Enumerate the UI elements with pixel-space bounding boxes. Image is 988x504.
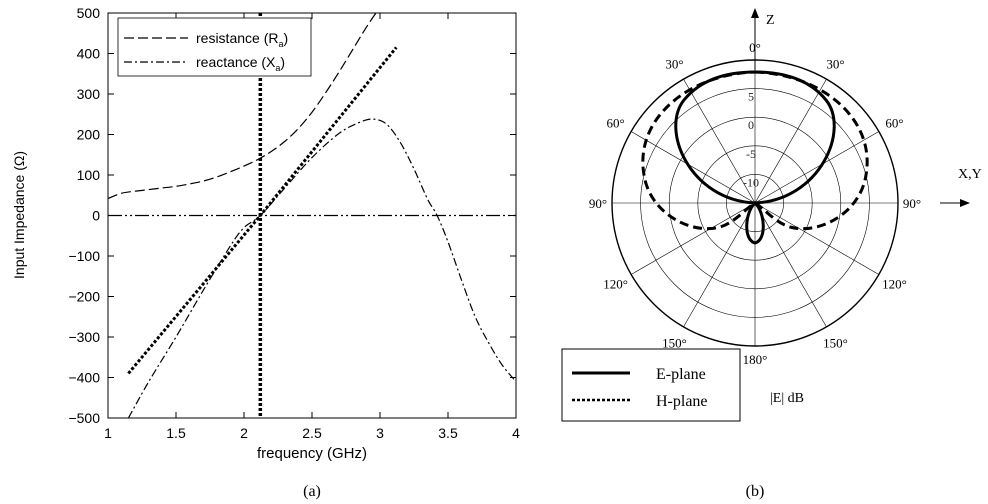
radial-tick-label: -10 [743, 175, 759, 189]
angle-label: 90° [903, 196, 921, 211]
x-tick-label: 1.5 [166, 425, 186, 441]
y-axis-label: Input Impedance (Ω) [11, 151, 27, 279]
legend-label-resistance: resistance (Ra) [196, 30, 288, 49]
angle-label: 150° [662, 335, 687, 350]
radial-tick-label: -5 [746, 147, 756, 161]
e-plane-back-lobe [745, 200, 765, 245]
polar-spoke [631, 131, 756, 204]
y-tick-label: 500 [77, 5, 101, 21]
polar-spoke [754, 202, 827, 327]
polar-axes: Z X,Y [751, 8, 982, 207]
angle-label: 60° [606, 116, 624, 131]
xy-axis-label: X,Y [958, 167, 982, 182]
y-tick-label: 100 [77, 167, 101, 183]
x-tick-label: 3 [376, 425, 384, 441]
x-axis-label: frequency (GHz) [257, 445, 367, 462]
legend-box [561, 348, 741, 422]
xy-axis-arrow-icon [960, 199, 970, 207]
angle-label: 150° [823, 335, 848, 350]
polar-spoke [754, 202, 879, 275]
series-line-dotted [127, 46, 398, 375]
radial-tick-label: 5 [748, 90, 754, 104]
x-tick-label: 4 [512, 425, 520, 441]
y-tick-label: 0 [92, 208, 100, 224]
y-tick-label: −400 [68, 370, 100, 386]
angle-label: 30° [826, 57, 844, 72]
y-tick-label: 200 [77, 127, 101, 143]
legend-box [117, 17, 312, 77]
y-tick-label: −200 [68, 289, 100, 305]
polar-spoke [631, 202, 756, 275]
legend-label-reactance: reactance (Xa) [196, 54, 285, 73]
angle-label: 120° [882, 277, 907, 292]
x-tick-label: 2 [240, 425, 248, 441]
polar-spoke [754, 131, 879, 204]
polar-spoke [683, 79, 756, 204]
polar-spoke [754, 79, 827, 204]
z-axis-arrow-icon [751, 8, 759, 18]
unit-label: |E| dB [770, 391, 804, 406]
impedance-legend: resistance (Ra) reactance (Xa) [117, 17, 312, 77]
angle-label: 90° [589, 196, 607, 211]
angle-label: 60° [885, 116, 903, 131]
impedance-chart: 1 1.5 2 2.5 3 3.5 4 −500 −400 −300 −200 −100 0 100 200… [11, 5, 520, 500]
h-plane-pattern [641, 70, 869, 231]
y-tick-label: −300 [68, 329, 100, 345]
series-line-reactance [127, 118, 516, 418]
y-tick-label: −100 [68, 248, 100, 264]
panel-label-a: (a) [303, 483, 321, 500]
angle-label: 120° [603, 277, 628, 292]
radial-tick-label: 0 [748, 118, 754, 132]
y-tick-label: 400 [77, 46, 101, 62]
x-tick-label: 3.5 [438, 425, 458, 441]
pattern-legend: E-plane H-plane [561, 348, 741, 422]
x-tick-label: 2.5 [302, 425, 322, 441]
z-axis-label: Z [766, 13, 775, 28]
angle-label: 180° [743, 352, 768, 367]
legend-label-e-plane: E-plane [656, 366, 706, 383]
radiation-pattern-chart: 50-5-100°30°30°60°60°90°90°120°120°150°1… [561, 8, 982, 500]
polar-spoke [683, 202, 756, 327]
legend-label-h-plane: H-plane [656, 393, 708, 410]
y-tick-label: 300 [77, 86, 101, 102]
y-tick-label: −500 [68, 410, 100, 426]
series-line-resistance [108, 13, 377, 200]
panel-label-b: (b) [746, 483, 765, 500]
x-tick-label: 1 [104, 425, 112, 441]
angle-label: 30° [665, 57, 683, 72]
